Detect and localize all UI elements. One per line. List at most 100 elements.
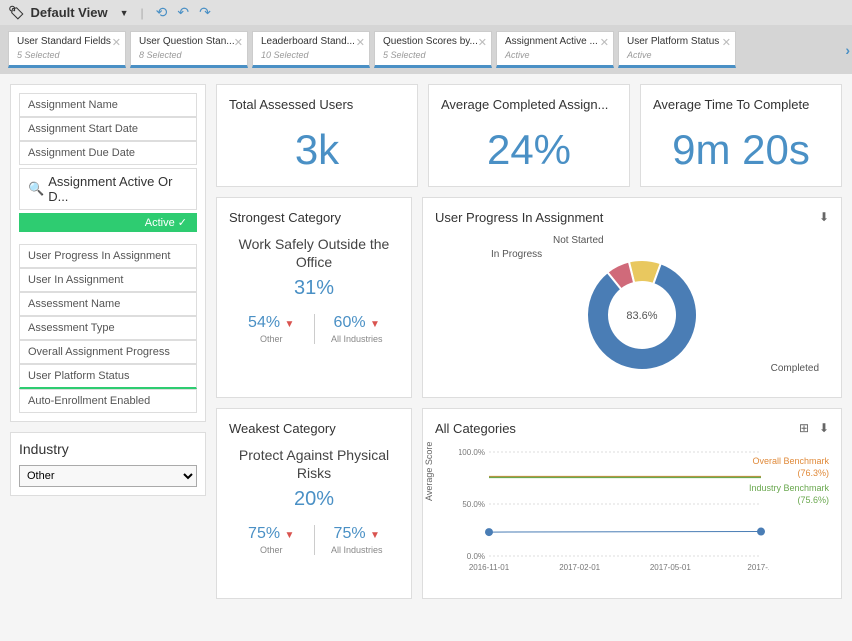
filter-item[interactable]: User In Assignment	[19, 268, 197, 292]
weakest-category-card: Weakest Category Protect Against Physica…	[216, 408, 412, 599]
filter-tab-sub: 5 Selected	[383, 50, 426, 60]
donut-chart: 83.6%	[512, 235, 752, 385]
filter-item[interactable]: Assignment Due Date	[19, 141, 197, 165]
chevron-down-icon: ▼	[120, 8, 129, 18]
svg-text:2017-02-01: 2017-02-01	[559, 563, 600, 572]
search-icon: 🔍	[28, 181, 44, 197]
industry-title: Industry	[19, 441, 197, 457]
filter-item[interactable]: Overall Assignment Progress	[19, 340, 197, 364]
metric-value: 24%	[441, 126, 617, 174]
view-label: Default View	[31, 5, 108, 20]
compare-label: Other	[233, 334, 310, 344]
down-triangle-icon: ▼	[285, 530, 295, 541]
metric-card: Total Assessed Users 3k	[216, 84, 418, 187]
close-icon[interactable]: ✕	[356, 36, 365, 49]
filter-item[interactable]: Assessment Type	[19, 316, 197, 340]
compare-value: 75%	[248, 525, 280, 542]
filter-tab[interactable]: User Standard Fields 5 Selected ✕	[8, 31, 126, 68]
compare-label: Other	[233, 545, 310, 555]
filter-item[interactable]: Assessment Name	[19, 292, 197, 316]
category-pct: 20%	[229, 488, 399, 511]
filter-item[interactable]: Auto-Enrollment Enabled	[19, 389, 197, 413]
chart-title: User Progress In Assignment	[435, 210, 829, 225]
card-title: Strongest Category	[229, 210, 399, 225]
search-label: Assignment Active Or D...	[48, 174, 188, 204]
category-name: Protect Against Physical Risks	[229, 446, 399, 482]
undo-icon[interactable]: ↶	[177, 4, 189, 21]
metric-value: 3k	[229, 126, 405, 174]
svg-text:2017-05-01: 2017-05-01	[650, 563, 691, 572]
metric-card: Average Time To Complete 9m 20s	[640, 84, 842, 187]
metric-value: 9m 20s	[653, 126, 829, 174]
tag-icon: 🏷	[8, 5, 25, 21]
filter-tab-label: Leaderboard Stand...	[261, 36, 361, 47]
line-chart: 0.0%50.0%100.0%2016-11-012017-02-012017-…	[459, 446, 769, 576]
compare-value: 60%	[334, 314, 366, 331]
filter-tab-sub: 8 Selected	[139, 50, 182, 60]
svg-text:2017-...: 2017-...	[747, 563, 769, 572]
metric-title: Average Time To Complete	[653, 97, 829, 112]
compare-value: 54%	[248, 314, 280, 331]
download-icon[interactable]: ⬇	[819, 210, 829, 224]
redo-icon[interactable]: ↷	[199, 4, 211, 21]
filter-tab-sub: Active	[505, 50, 530, 60]
donut-label-notstarted: Not Started	[553, 235, 604, 246]
view-selector[interactable]: 🏷 Default View ▼	[8, 5, 129, 21]
line-chart-card: All Categories ⊞ ⬇ Average Score 0.0%50.…	[422, 408, 842, 599]
close-icon[interactable]: ✕	[112, 36, 121, 49]
filter-search[interactable]: 🔍 Assignment Active Or D...	[19, 168, 197, 210]
down-triangle-icon: ▼	[370, 530, 380, 541]
filter-tab-sub: 10 Selected	[261, 50, 309, 60]
svg-text:0.0%: 0.0%	[467, 552, 485, 561]
svg-text:100.0%: 100.0%	[459, 448, 485, 457]
category-name: Work Safely Outside the Office	[229, 235, 399, 271]
industry-select[interactable]: Other	[19, 465, 197, 487]
filter-tab-sub: 5 Selected	[17, 50, 60, 60]
filter-item[interactable]: Assignment Name	[19, 93, 197, 117]
chart-title: All Categories	[435, 421, 829, 436]
close-icon[interactable]: ✕	[234, 36, 243, 49]
metric-title: Average Completed Assign...	[441, 97, 617, 112]
y-axis-label: Average Score	[424, 442, 434, 501]
close-icon[interactable]: ✕	[600, 36, 609, 49]
industry-card: Industry Other	[10, 432, 206, 496]
filter-tabs-bar: User Standard Fields 5 Selected ✕User Qu…	[0, 25, 852, 74]
filter-tab-label: User Platform Status	[627, 36, 727, 47]
table-icon[interactable]: ⊞	[799, 421, 809, 435]
close-icon[interactable]: ✕	[478, 36, 487, 49]
filter-item[interactable]: User Platform Status	[19, 364, 197, 389]
compare-label: All Industries	[319, 334, 396, 344]
svg-text:83.6%: 83.6%	[626, 310, 657, 322]
refresh-both-icon[interactable]: ⟲	[156, 4, 168, 21]
filter-tab[interactable]: Assignment Active ... Active ✕	[496, 31, 614, 68]
compare-label: All Industries	[319, 545, 396, 555]
close-icon[interactable]: ✕	[722, 36, 731, 49]
donut-label-inprogress: In Progress	[491, 249, 542, 260]
filter-tab[interactable]: User Question Stan... 8 Selected ✕	[130, 31, 248, 68]
svg-text:2016-11-01: 2016-11-01	[469, 563, 510, 572]
metric-card: Average Completed Assign... 24%	[428, 84, 630, 187]
filter-tab[interactable]: Leaderboard Stand... 10 Selected ✕	[252, 31, 370, 68]
chart-legend: Overall Benchmark(76.3%) Industry Benchm…	[749, 456, 829, 507]
active-badge[interactable]: Active ✓	[19, 213, 197, 232]
filter-list-card: Assignment NameAssignment Start DateAssi…	[10, 84, 206, 422]
card-title: Weakest Category	[229, 421, 399, 436]
down-triangle-icon: ▼	[370, 319, 380, 330]
scroll-right-icon[interactable]: ›	[845, 42, 850, 58]
filter-tab-sub: Active	[627, 50, 652, 60]
divider: |	[141, 6, 144, 20]
donut-chart-card: User Progress In Assignment ⬇ 83.6% Not …	[422, 197, 842, 398]
filter-item[interactable]: Assignment Start Date	[19, 117, 197, 141]
compare-value: 75%	[334, 525, 366, 542]
metric-title: Total Assessed Users	[229, 97, 405, 112]
download-icon[interactable]: ⬇	[819, 421, 829, 435]
strongest-category-card: Strongest Category Work Safely Outside t…	[216, 197, 412, 398]
filter-tab-label: Question Scores by...	[383, 36, 483, 47]
filter-item[interactable]: User Progress In Assignment	[19, 244, 197, 268]
filter-tab[interactable]: Question Scores by... 5 Selected ✕	[374, 31, 492, 68]
filter-tab-label: User Question Stan...	[139, 36, 239, 47]
down-triangle-icon: ▼	[285, 319, 295, 330]
filter-tab[interactable]: User Platform Status Active ✕	[618, 31, 736, 68]
donut-label-completed: Completed	[771, 363, 819, 374]
category-pct: 31%	[229, 277, 399, 300]
